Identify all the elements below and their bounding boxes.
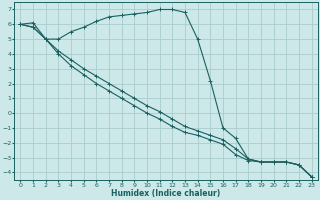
X-axis label: Humidex (Indice chaleur): Humidex (Indice chaleur)	[111, 189, 220, 198]
